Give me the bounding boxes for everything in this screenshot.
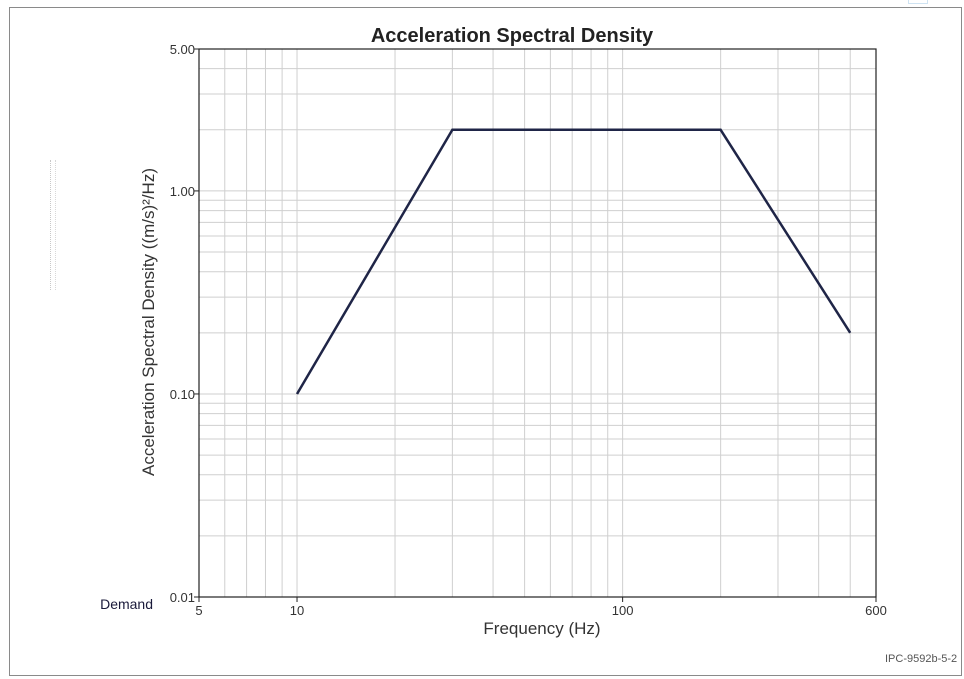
x-tick-label: 5 [195, 603, 202, 618]
y-tick-label: 0.01 [170, 590, 195, 605]
series-layer [295, 128, 852, 395]
chart-grid [199, 49, 876, 597]
y-tick-label: 0.10 [170, 387, 195, 402]
series-line-demand [295, 128, 852, 395]
x-tick-label: 600 [865, 603, 887, 618]
y-axis-label: Acceleration Spectral Density ((m/s)²/Hz… [139, 168, 158, 476]
y-tick-label: 1.00 [170, 184, 195, 199]
left-gutter-marks [50, 160, 56, 290]
chart-title: Acceleration Spectral Density [371, 25, 654, 47]
axis-ticks [194, 48, 877, 602]
plot-area-border [198, 48, 877, 598]
figure-id: IPC-9592b-5-2 [885, 653, 958, 665]
series-name-label: Demand [100, 596, 153, 612]
tick-labels: 5 10 100 600 0.01 0.10 1.00 5.00 Demand [100, 42, 887, 618]
y-tick-label: 5.00 [170, 42, 195, 57]
x-tick-label: 100 [612, 603, 634, 618]
chart-frame [9, 7, 962, 676]
x-tick-label: 10 [290, 603, 304, 618]
corner-mark [908, 0, 928, 4]
x-axis-label: Frequency (Hz) [483, 619, 600, 638]
